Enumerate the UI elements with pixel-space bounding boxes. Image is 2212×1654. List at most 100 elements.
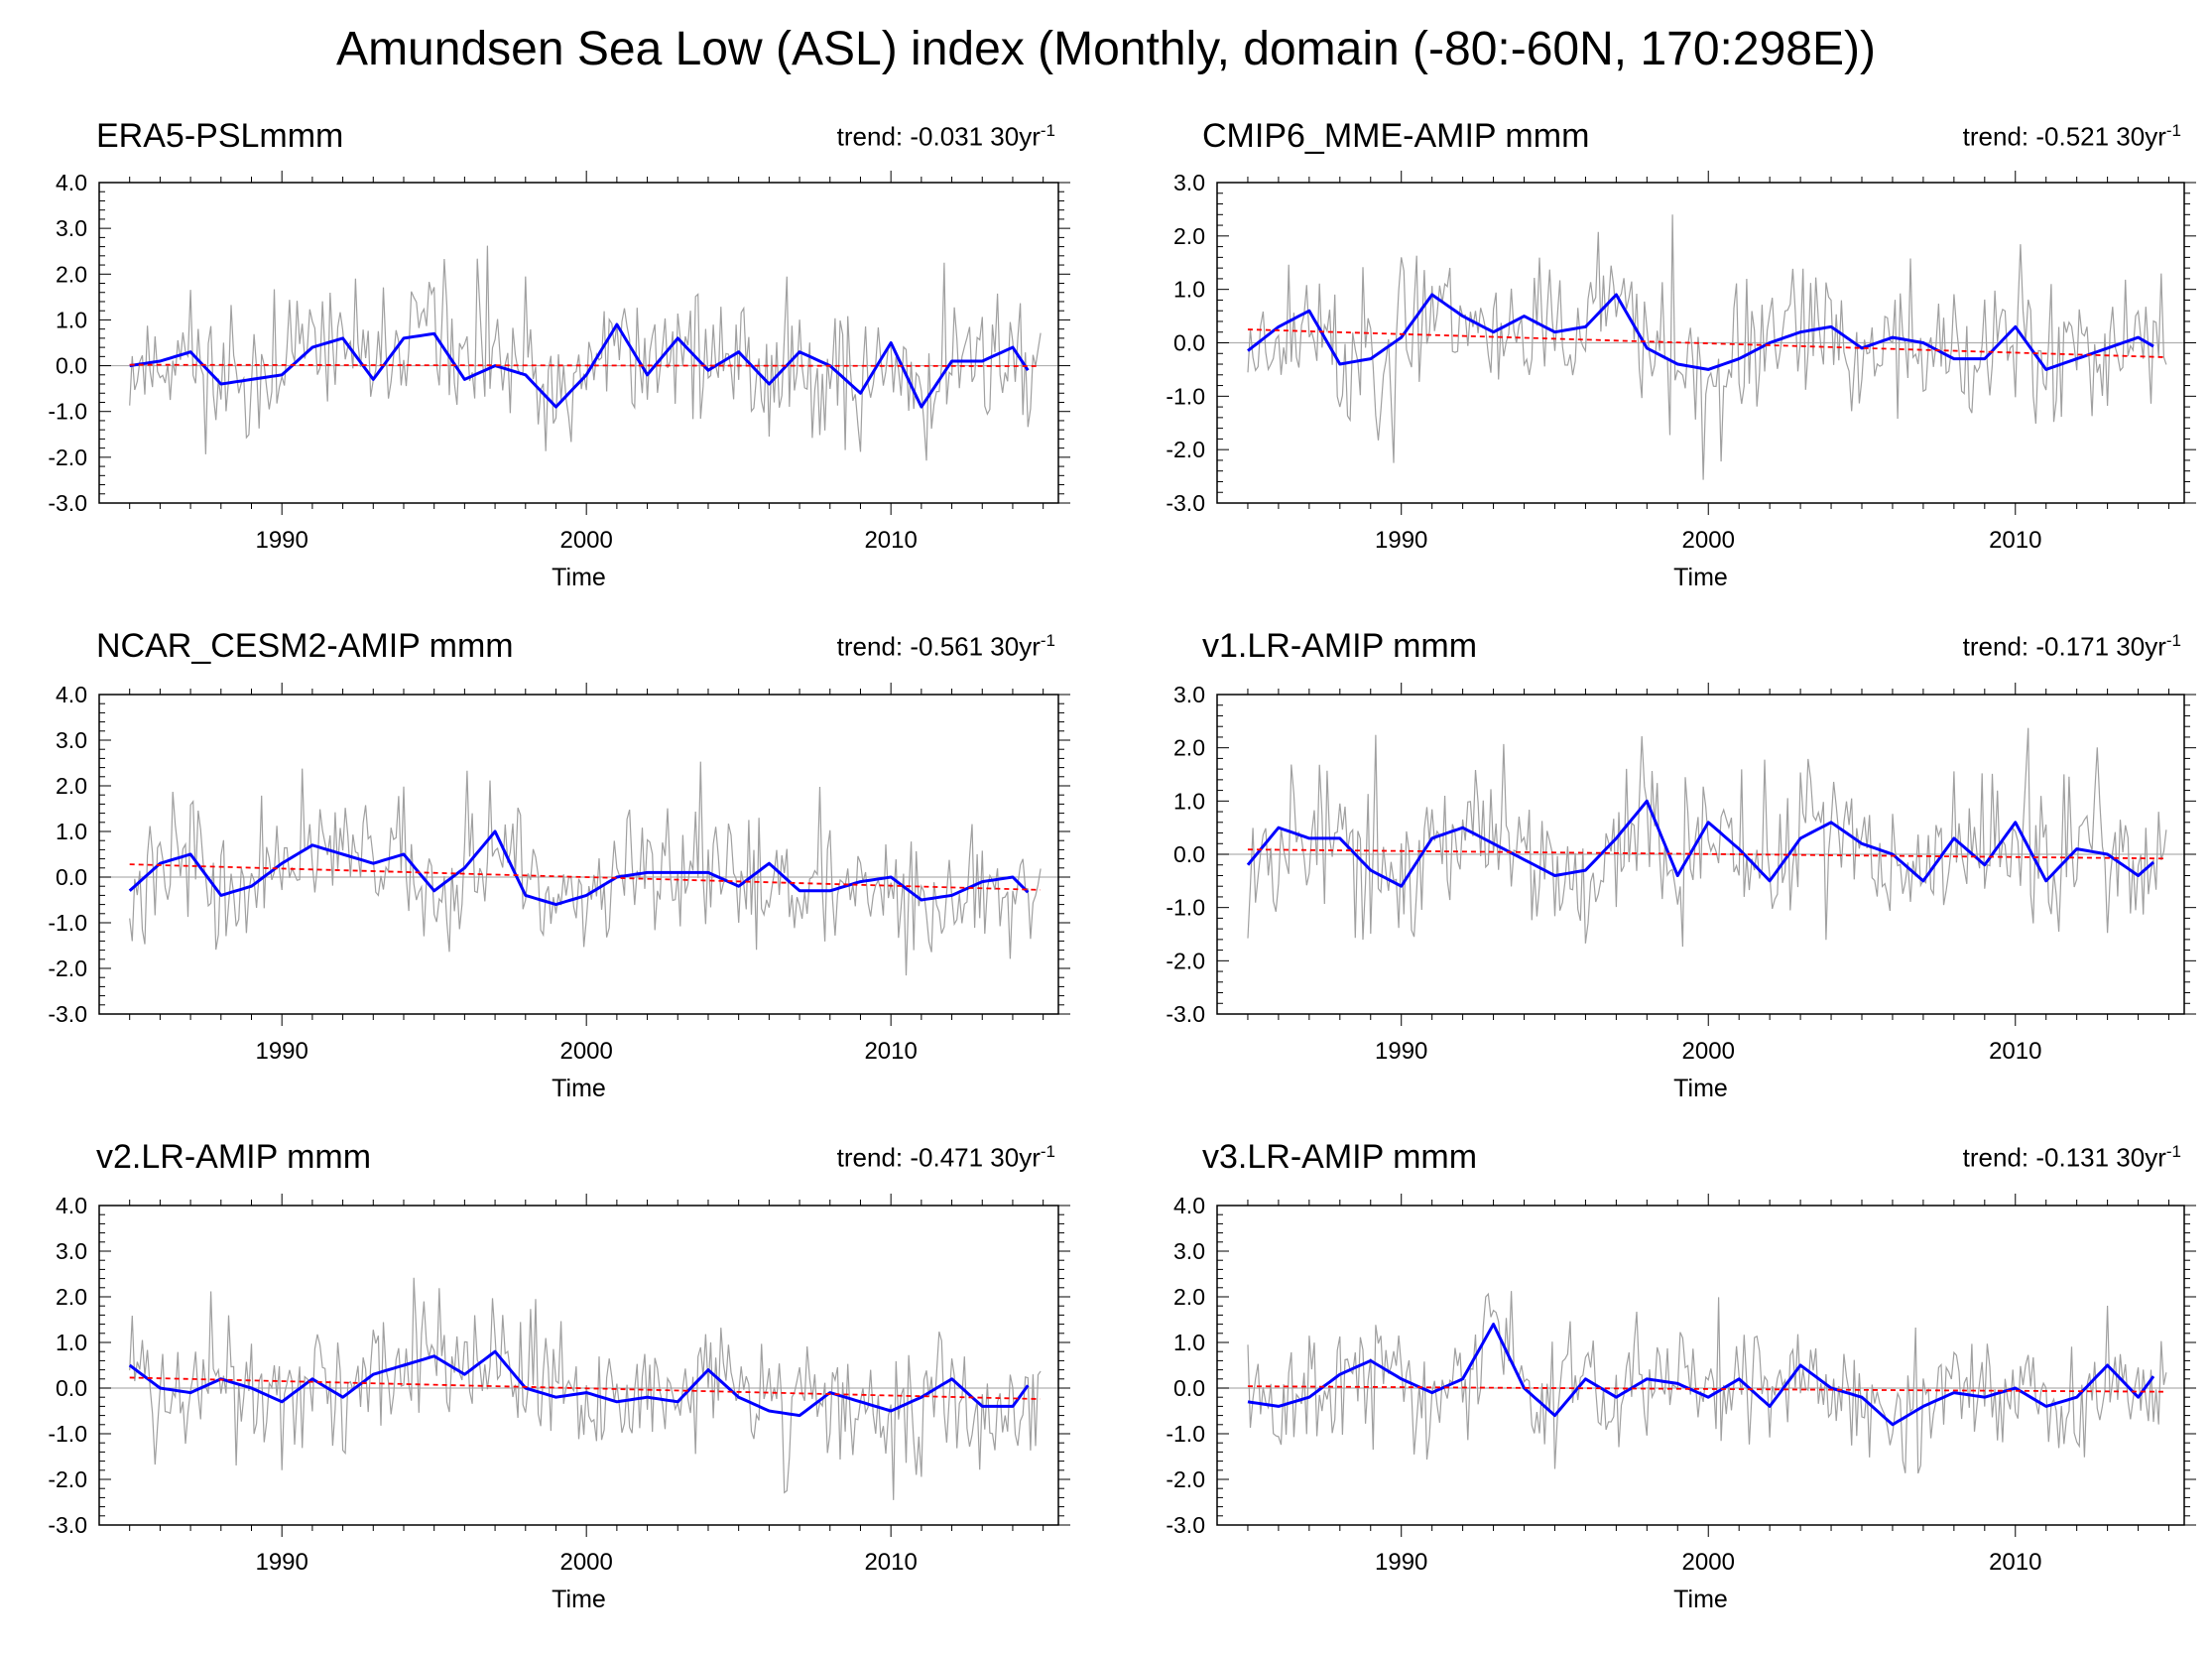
y-tick-label: -3.0 xyxy=(1166,1512,1205,1538)
panel-title: v3.LR-AMIP mmm xyxy=(1202,1138,1478,1176)
plot-frame xyxy=(98,694,1059,1015)
y-tick-label: 3.0 xyxy=(56,727,87,753)
panel-trend-label: trend: -0.521 30yr-1 xyxy=(1963,121,2181,153)
y-tick-label: 2.0 xyxy=(1173,735,1205,761)
y-tick-label: 4.0 xyxy=(56,1193,87,1218)
y-tick-label: 4.0 xyxy=(56,682,87,707)
y-tick-label: 0.0 xyxy=(56,864,87,890)
panel-title: v1.LR-AMIP mmm xyxy=(1202,627,1478,665)
x-tick-label: 2000 xyxy=(559,1549,612,1576)
x-tick-label: 2000 xyxy=(1682,1038,1735,1065)
running-mean-line xyxy=(1247,293,2154,371)
running-mean-line xyxy=(1246,799,2154,888)
y-tick-label: 3.0 xyxy=(1173,1238,1205,1264)
y-tick-label: 0.0 xyxy=(56,1375,87,1401)
main-title: Amundsen Sea Low (ASL) index (Monthly, d… xyxy=(336,23,1876,75)
panel-title: ERA5-PSLmmm xyxy=(96,117,344,155)
y-tick-label: -1.0 xyxy=(1166,1421,1205,1447)
x-tick-label: 2000 xyxy=(559,527,612,554)
chart-panel-4: -3.0 -2.0 -1.0 0.0 1.0 2.0 3.0 1990 2000 2010 Time xyxy=(1166,682,2196,1102)
raw-monthly-line xyxy=(129,761,1042,976)
plot-frame xyxy=(98,1205,1059,1526)
trend-exponent: -1 xyxy=(1040,631,1055,650)
chart-panel-5: -3.0 -2.0 -1.0 0.0 1.0 2.0 3.0 4.0 1990 2000 2010 T… xyxy=(48,1193,1070,1613)
y-tick-label: -2.0 xyxy=(48,445,87,470)
y-tick-label: 0.0 xyxy=(1173,330,1205,356)
x-tick-label: 1990 xyxy=(255,527,307,554)
trend-text: trend: -0.471 30yr xyxy=(836,1142,1041,1173)
y-tick-label: -2.0 xyxy=(1166,437,1205,462)
y-tick-label: 3.0 xyxy=(56,215,87,241)
y-tick-label: 2.0 xyxy=(56,1284,87,1310)
raw-monthly-line xyxy=(1247,727,2167,948)
trend-exponent: -1 xyxy=(1040,1142,1055,1161)
panel-trend-label: trend: -0.031 30yr-1 xyxy=(837,121,1055,153)
trend-line xyxy=(129,863,1041,891)
y-tick-label: -1.0 xyxy=(1166,383,1205,409)
y-tick-label: 0.0 xyxy=(1173,1375,1205,1401)
panel-title: NCAR_CESM2-AMIP mmm xyxy=(96,627,514,665)
y-tick-label: 4.0 xyxy=(56,170,87,195)
y-tick-label: 1.0 xyxy=(1173,277,1205,303)
y-tick-label: -2.0 xyxy=(1166,948,1205,973)
x-tick-label: 2000 xyxy=(1682,1549,1735,1576)
y-tick-label: -3.0 xyxy=(1166,490,1205,516)
running-mean-line xyxy=(129,322,1030,409)
y-tick-label: 2.0 xyxy=(1173,1284,1205,1310)
trend-exponent: -1 xyxy=(2165,121,2181,140)
x-tick-label: 1990 xyxy=(255,1038,307,1065)
trend-text: trend: -0.031 30yr xyxy=(836,121,1041,152)
trend-exponent: -1 xyxy=(1040,121,1055,140)
x-axis-label: Time xyxy=(1673,1586,1728,1613)
y-tick-label: 1.0 xyxy=(1173,788,1205,814)
y-tick-label: 2.0 xyxy=(1173,223,1205,249)
y-tick-label: 3.0 xyxy=(1173,170,1205,195)
plot-frame xyxy=(1216,1205,2185,1526)
y-tick-label: 3.0 xyxy=(56,1238,87,1264)
y-tick-label: 2.0 xyxy=(56,773,87,799)
panel-trend-label: trend: -0.171 30yr-1 xyxy=(1963,631,2181,663)
trend-text: trend: -0.521 30yr xyxy=(1962,121,2166,152)
trend-exponent: -1 xyxy=(2165,631,2181,650)
panel-title: v2.LR-AMIP mmm xyxy=(96,1138,372,1176)
y-tick-label: 1.0 xyxy=(1173,1330,1205,1355)
trend-exponent: -1 xyxy=(2165,1142,2181,1161)
chart-panel-6: -3.0 -2.0 -1.0 0.0 1.0 2.0 3.0 4.0 1990 2000 2010 T… xyxy=(1166,1193,2196,1613)
x-tick-label: 2010 xyxy=(864,1549,917,1576)
x-axis-label: Time xyxy=(552,564,606,591)
running-mean-line xyxy=(128,1349,1030,1418)
chart-panel-3: -3.0 -2.0 -1.0 0.0 1.0 2.0 3.0 4.0 1990 2000 2010 T… xyxy=(48,682,1070,1102)
raw-monthly-line xyxy=(1247,1291,2167,1474)
y-tick-label: 1.0 xyxy=(56,307,87,332)
y-tick-label: 1.0 xyxy=(56,819,87,844)
x-axis-label: Time xyxy=(1673,1075,1728,1102)
y-tick-label: -1.0 xyxy=(48,910,87,936)
x-tick-label: 2000 xyxy=(559,1038,612,1065)
y-tick-label: -1.0 xyxy=(1166,895,1205,921)
y-tick-label: 3.0 xyxy=(1173,682,1205,707)
raw-monthly-line xyxy=(129,1277,1042,1500)
panel-title: CMIP6_MME-AMIP mmm xyxy=(1202,117,1590,155)
running-mean-line xyxy=(128,829,1030,907)
raw-monthly-line xyxy=(1247,214,2167,480)
panel-trend-label: trend: -0.131 30yr-1 xyxy=(1963,1142,2181,1174)
plot-frame xyxy=(98,182,1059,504)
x-axis-label: Time xyxy=(1673,564,1728,591)
trend-text: trend: -0.131 30yr xyxy=(1962,1142,2166,1173)
chart-panel-2: -3.0 -2.0 -1.0 0.0 1.0 2.0 3.0 1990 2000 2010 Time xyxy=(1166,170,2196,591)
y-tick-label: 0.0 xyxy=(56,353,87,379)
panel-trend-label: trend: -0.471 30yr-1 xyxy=(837,1142,1055,1174)
chart-panel-1: -3.0 -2.0 -1.0 0.0 1.0 2.0 3.0 4.0 1990 2000 2010 T… xyxy=(48,170,1070,591)
y-tick-label: -1.0 xyxy=(48,399,87,425)
y-tick-label: -3.0 xyxy=(48,1001,87,1027)
x-tick-label: 1990 xyxy=(1375,527,1427,554)
x-tick-label: 2010 xyxy=(1989,1038,2041,1065)
trend-line xyxy=(1247,1385,2166,1393)
y-tick-label: 0.0 xyxy=(1173,841,1205,867)
x-axis-label: Time xyxy=(552,1075,606,1102)
panel-trend-label: trend: -0.561 30yr-1 xyxy=(837,631,1055,663)
x-tick-label: 2010 xyxy=(1989,527,2041,554)
y-tick-label: -3.0 xyxy=(48,1512,87,1538)
y-tick-label: -3.0 xyxy=(48,490,87,516)
